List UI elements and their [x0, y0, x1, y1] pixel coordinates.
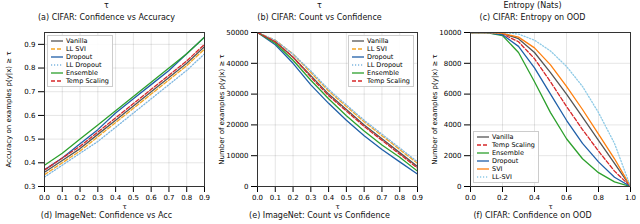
html-text:(f) CIFAR: Confidence on OOD: (f) CIFAR: Confidence on OOD [473, 211, 592, 220]
html-text:LL SVI: LL SVI [66, 45, 86, 53]
svg-text:0.4: 0.4 [323, 194, 335, 202]
html-text:Entropy (Nats): Entropy (Nats) [503, 1, 562, 10]
svg-text:0.0: 0.0 [252, 194, 263, 202]
html-text:SVI: SVI [492, 165, 503, 173]
html-text:(c) CIFAR: Entropy on OOD: (c) CIFAR: Entropy on OOD [479, 13, 586, 22]
svg-text:0.3: 0.3 [305, 194, 316, 202]
html-text:(a) CIFAR: Confidence vs Accur: (a) CIFAR: Confidence vs Accuracy [38, 13, 175, 22]
html-text:Temp Scaling: Temp Scaling [66, 77, 109, 85]
html-text:(d) ImageNet: Confidence vs Ac: (d) ImageNet: Confidence vs Acc [40, 211, 173, 220]
html-text:Ensemble: Ensemble [66, 69, 98, 77]
html-text:Ensemble: Ensemble [492, 149, 524, 157]
html-text:LL Dropout: LL Dropout [367, 61, 403, 69]
svg-text:20000: 20000 [226, 121, 248, 129]
svg-text:0.5: 0.5 [128, 194, 139, 202]
svg-text:0.0: 0.0 [39, 194, 50, 202]
svg-text:2000: 2000 [444, 152, 462, 160]
html-text:LL-SVI: LL-SVI [492, 173, 512, 181]
svg-text:6000: 6000 [444, 90, 462, 98]
svg-text:0.2: 0.2 [74, 194, 85, 202]
svg-text:0.6: 0.6 [359, 194, 371, 202]
svg-text:0.5: 0.5 [24, 135, 35, 143]
html-text:Temp Scaling: Temp Scaling [367, 77, 410, 85]
svg-text:0.2: 0.2 [287, 194, 298, 202]
html-text:(b) CIFAR: Count vs Confidence: (b) CIFAR: Count vs Confidence [257, 13, 382, 22]
svg-text:10000: 10000 [226, 152, 248, 160]
svg-text:1.0: 1.0 [625, 194, 636, 202]
svg-text:0.3: 0.3 [92, 194, 103, 202]
svg-text:0.9: 0.9 [24, 41, 35, 49]
svg-text:0.6: 0.6 [24, 112, 36, 120]
svg-text:0.1: 0.1 [57, 194, 68, 202]
svg-text:0.5: 0.5 [341, 194, 352, 202]
html-text:τ: τ [317, 1, 322, 10]
svg-text:Accuracy on examples p(y|x) ≥: Accuracy on examples p(y|x) ≥ τ [5, 51, 13, 167]
svg-text:0.7: 0.7 [376, 194, 387, 202]
svg-text:30000: 30000 [226, 90, 248, 98]
html-text:Vanilla: Vanilla [66, 37, 88, 45]
svg-text:0.9: 0.9 [412, 194, 423, 202]
svg-text:0.4: 0.4 [24, 159, 36, 167]
html-text:LL Dropout: LL Dropout [66, 61, 102, 69]
html-text:Temp Scaling: Temp Scaling [492, 141, 535, 149]
svg-text:0.4: 0.4 [110, 194, 122, 202]
svg-text:0: 0 [457, 183, 461, 191]
html-text:Vanilla: Vanilla [492, 133, 514, 141]
html-text:(e) ImageNet: Count vs Confide: (e) ImageNet: Count vs Confidence [249, 211, 390, 220]
svg-text:0.0: 0.0 [465, 194, 476, 202]
svg-text:50000: 50000 [226, 29, 248, 37]
svg-text:0.8: 0.8 [24, 64, 35, 72]
svg-text:τ: τ [122, 203, 126, 211]
svg-text:0.8: 0.8 [593, 194, 604, 202]
html-text:τ: τ [104, 1, 109, 10]
svg-text:τ: τ [548, 203, 552, 211]
svg-text:τ: τ [335, 203, 339, 211]
html-text:Ensemble: Ensemble [367, 69, 399, 77]
html-text:Dropout: Dropout [367, 53, 394, 61]
svg-text:0: 0 [244, 183, 248, 191]
html-text:LL SVI: LL SVI [367, 45, 387, 53]
svg-text:0.9: 0.9 [199, 194, 210, 202]
svg-text:40000: 40000 [226, 60, 248, 68]
svg-text:0.8: 0.8 [181, 194, 192, 202]
svg-text:0.6: 0.6 [146, 194, 158, 202]
svg-text:0.3: 0.3 [24, 183, 35, 191]
svg-text:0.7: 0.7 [24, 88, 35, 96]
html-text:Dropout: Dropout [492, 157, 519, 165]
svg-text:4000: 4000 [444, 121, 462, 129]
svg-text:Number of examples p(y|x) ≥ τ: Number of examples p(y|x) ≥ τ [218, 54, 226, 164]
svg-text:8000: 8000 [444, 60, 462, 68]
svg-text:0.4: 0.4 [529, 194, 541, 202]
svg-text:0.7: 0.7 [163, 194, 174, 202]
html-text:Vanilla: Vanilla [367, 37, 389, 45]
svg-text:Number of examples p(y|x) ≥ τ: Number of examples p(y|x) ≥ τ [431, 54, 439, 164]
svg-text:0.2: 0.2 [497, 194, 508, 202]
svg-text:0.6: 0.6 [561, 194, 573, 202]
svg-text:0.1: 0.1 [270, 194, 281, 202]
svg-text:0.8: 0.8 [394, 194, 405, 202]
html-text:Dropout: Dropout [66, 53, 93, 61]
svg-text:10000: 10000 [439, 29, 461, 37]
